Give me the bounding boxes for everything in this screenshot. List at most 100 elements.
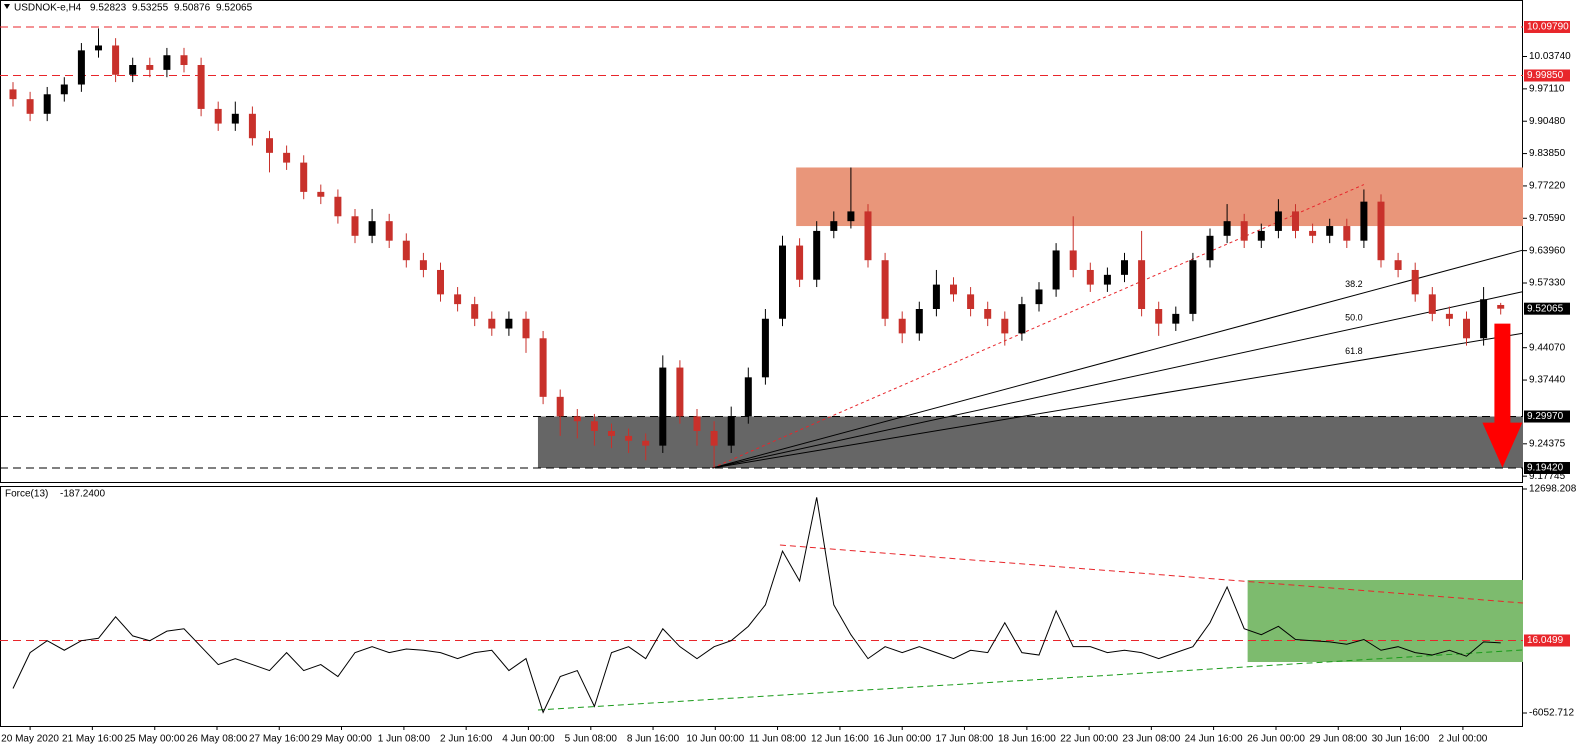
fib-fan-line [712,291,1524,469]
x-tick-label: 29 Jun 08:00 [1309,734,1367,745]
y-tick-label: 9.24375 [1529,438,1566,449]
candle-body [146,65,154,70]
y-tick-label: 9.77220 [1529,181,1566,192]
x-tick-label: 30 Jun 16:00 [1372,734,1430,745]
candle-body [43,94,51,114]
candle-body [1257,230,1265,241]
candle-body [60,84,68,95]
y-tick-label: 12698.208 [1529,484,1577,495]
price-label-box [1524,302,1570,315]
x-tick-label: 25 May 00:00 [124,734,185,745]
candle-body [95,45,102,51]
candle-body [214,108,222,124]
x-tick-label: 5 Jun 08:00 [565,734,618,745]
y-tick-label: 9.70590 [1529,213,1566,224]
candle-body [1121,260,1128,275]
candle-body [1172,313,1180,324]
candle-body [625,435,633,441]
candle-body [590,421,598,432]
x-tick-label: 11 Jun 08:00 [749,734,807,745]
candle-body [864,211,872,261]
candle-body [1445,313,1453,319]
candle-body [1343,226,1351,241]
candle-body [454,294,462,305]
x-tick-label: 16 Jun 00:00 [873,734,931,745]
x-tick-label: 26 May 08:00 [187,734,248,745]
y-tick-label: 10.03740 [1529,51,1571,62]
x-tick-label: 29 May 00:00 [311,734,372,745]
x-tick-label: 20 May 2020 [1,734,59,745]
candle-body [1377,201,1385,261]
y-tick-label: 9.57330 [1529,278,1566,289]
indicator-value: -187.2400 [60,489,105,500]
candle-body [1069,250,1077,270]
candle-body [1326,226,1334,236]
fib-fan-label: 61.8 [1345,346,1363,356]
force-line [12,497,1501,714]
candle-body [112,45,120,75]
zone [796,167,1523,227]
candle-body [1223,221,1231,236]
candle-body [1292,211,1299,231]
arrow [1482,323,1523,468]
x-tick-label: 27 May 16:00 [249,734,310,745]
last-low: 9.50876 [174,3,211,14]
y-tick-label: 9.37440 [1529,375,1566,386]
candle-body [1360,201,1368,241]
zone [537,416,1523,468]
indicator-name: Force(13) [5,489,48,500]
candle-body [77,50,85,85]
candle-body [556,396,564,417]
candle-body [813,230,821,280]
candle-body [1411,269,1419,295]
candle-body [437,269,444,295]
candle-body [1035,289,1043,305]
y-tick-label: -6052.712 [1529,708,1574,719]
candle-body [744,377,752,417]
candle-body [180,55,188,66]
candle-body [1155,309,1163,324]
candle-body [248,113,256,139]
x-tick-label: 18 Jun 16:00 [998,734,1056,745]
level-label: 16.0499 [1527,635,1564,646]
candle-body [693,416,701,432]
x-tick-label: 2 Jul 00:00 [1438,734,1487,745]
level-label-box [1524,410,1570,423]
x-tick-label: 1 Jun 08:00 [378,734,431,745]
candle-body [419,260,427,270]
fib-fan-line [712,249,1524,469]
candle-body [300,162,308,192]
level-label-box [1524,20,1570,33]
trend-line [712,184,1365,469]
fib-fan-line [712,332,1524,469]
symbol: USDNOK-e,H4 [14,3,82,14]
trend-line [779,544,1523,604]
x-tick-label: 26 Jun 00:00 [1247,734,1305,745]
last-close: 9.52065 [216,3,253,14]
candle-body [26,99,34,114]
candle-body [727,416,735,446]
level-label-box [1524,461,1570,474]
level-label-box [1524,69,1570,82]
candle-body [1138,260,1146,310]
candle-body [779,245,786,319]
candle-body [539,338,547,397]
candle-body [1480,299,1488,339]
x-tick-label: 22 Jun 00:00 [1060,734,1118,745]
candle-body [898,318,906,334]
price-label: 9.52065 [1527,303,1564,314]
x-tick-label: 12 Jun 16:00 [811,734,869,745]
candle-body [163,55,171,70]
candle-body [402,240,410,261]
zone [1247,580,1523,663]
x-tick-label: 8 Jun 16:00 [627,734,680,745]
trend-line [537,649,1523,711]
candle-body [1309,230,1317,236]
candle-body [1018,304,1026,334]
candle-body [351,216,359,236]
y-tick-label: 9.44070 [1529,342,1566,353]
candle-body [231,113,239,124]
candle-body [1206,235,1214,261]
candle-body [266,138,273,153]
